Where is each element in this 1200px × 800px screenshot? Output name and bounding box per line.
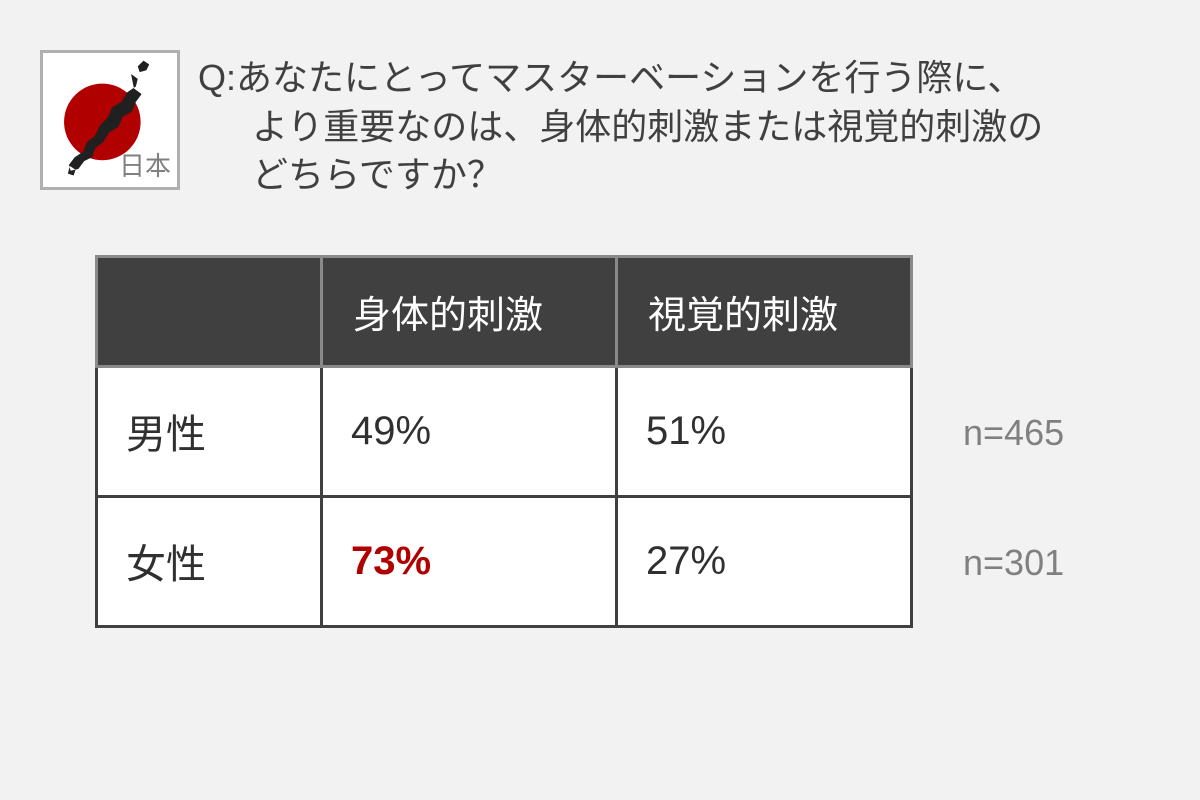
table-cell-highlight: 73% <box>322 496 617 626</box>
table-header-corner <box>97 256 322 366</box>
table-header-col-1: 身体的刺激 <box>322 256 617 366</box>
table-row: 女性 73% 27% <box>97 496 912 626</box>
sample-size: n=465 <box>963 368 1064 498</box>
flag-label: 日本 <box>119 146 171 183</box>
table-cell: 49% <box>322 366 617 496</box>
question-line-2: より重要なのは、身体的刺激または視覚的刺激の <box>198 103 1043 152</box>
question-text: Q:あなたにとってマスターベーションを行う際に、 より重要なのは、身体的刺激また… <box>198 50 1043 200</box>
question-line-3: どちらですか？ <box>198 151 503 200</box>
sample-size: n=301 <box>963 498 1064 628</box>
table-header-col-2: 視覚的刺激 <box>617 256 912 366</box>
row-label: 女性 <box>97 496 322 626</box>
table-cell: 51% <box>617 366 912 496</box>
data-table: 身体的刺激 視覚的刺激 男性 49% 51% 女性 73% 27% <box>95 255 913 628</box>
table-row: 男性 49% 51% <box>97 366 912 496</box>
sample-size-column: n=465 n=301 <box>963 255 1064 628</box>
japan-flag-icon: 日本 <box>40 50 180 190</box>
table-region: 身体的刺激 視覚的刺激 男性 49% 51% 女性 73% 27% n=465 … <box>95 255 1200 628</box>
row-label: 男性 <box>97 366 322 496</box>
question-line-1: Q:あなたにとってマスターベーションを行う際に、 <box>198 57 1023 98</box>
header: 日本 Q:あなたにとってマスターベーションを行う際に、 より重要なのは、身体的刺… <box>0 0 1200 200</box>
table-header-row: 身体的刺激 視覚的刺激 <box>97 256 912 366</box>
table-cell: 27% <box>617 496 912 626</box>
